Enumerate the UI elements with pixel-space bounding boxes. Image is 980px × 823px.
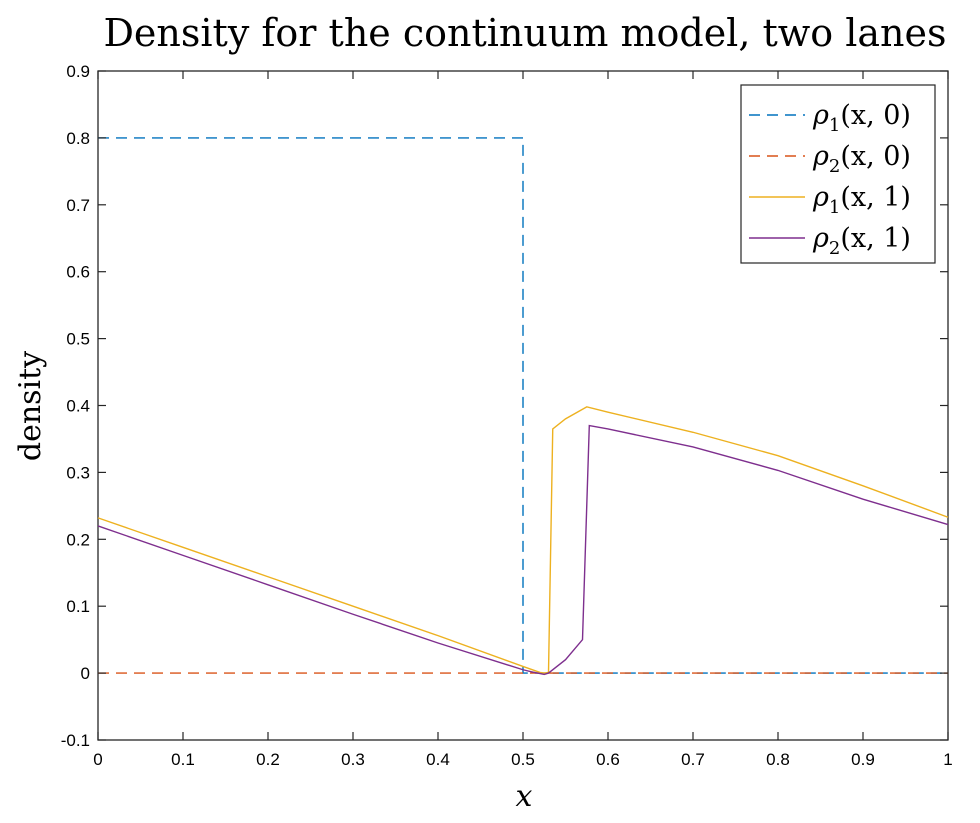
legend-entry-2: ρ2(x, 0) bbox=[812, 141, 911, 177]
x-tick-label: 0.8 bbox=[766, 750, 790, 769]
y-tick-label: 0.8 bbox=[66, 129, 90, 148]
y-tick-label: 0.4 bbox=[66, 397, 90, 416]
x-tick-label: 0.1 bbox=[171, 750, 195, 769]
x-tick-label: 0.5 bbox=[511, 750, 535, 769]
y-tick-label: 0.2 bbox=[66, 530, 90, 549]
x-tick-label: 0.9 bbox=[851, 750, 875, 769]
y-tick-label: 0 bbox=[81, 664, 90, 683]
y-tick-label: 0.7 bbox=[66, 196, 90, 215]
y-tick-label: 0.3 bbox=[66, 463, 90, 482]
y-tick-label: 0.6 bbox=[66, 263, 90, 282]
ticks-layer: 0 0.1 0.2 0.3 0.4 0.5 0.6 0.7 0.8 0.9 1-0.100.10.2… bbox=[61, 62, 953, 769]
x-tick-label: 0 bbox=[93, 750, 102, 769]
y-tick-label: 0.1 bbox=[66, 597, 90, 616]
y-tick-label: -0.1 bbox=[61, 731, 90, 750]
legend-entry-3: ρ1(x, 1) bbox=[812, 182, 911, 218]
x-tick-label: 1 bbox=[943, 750, 952, 769]
y-tick-label: 0.9 bbox=[66, 62, 90, 81]
legend-entry-4: ρ2(x, 1) bbox=[812, 223, 911, 259]
x-axis-label: x bbox=[516, 779, 533, 814]
x-tick-label: 0.7 bbox=[681, 750, 705, 769]
x-tick-label: 0.3 bbox=[341, 750, 365, 769]
series-line-4 bbox=[97, 424, 949, 676]
legend: ρ1(x, 0) ρ2(x, 0) ρ1(x, 1) ρ2(x, 1) bbox=[740, 84, 936, 264]
chart-title: Density for the continuum model, two lan… bbox=[103, 11, 946, 55]
y-tick-label: 0.5 bbox=[66, 330, 90, 349]
y-axis-label: density bbox=[13, 351, 48, 461]
series-layer bbox=[97, 137, 949, 676]
x-tick-label: 0.2 bbox=[256, 750, 280, 769]
legend-entry-1: ρ1(x, 0) bbox=[812, 100, 911, 136]
x-tick-label: 0.4 bbox=[426, 750, 450, 769]
x-tick-label: 0.6 bbox=[596, 750, 620, 769]
